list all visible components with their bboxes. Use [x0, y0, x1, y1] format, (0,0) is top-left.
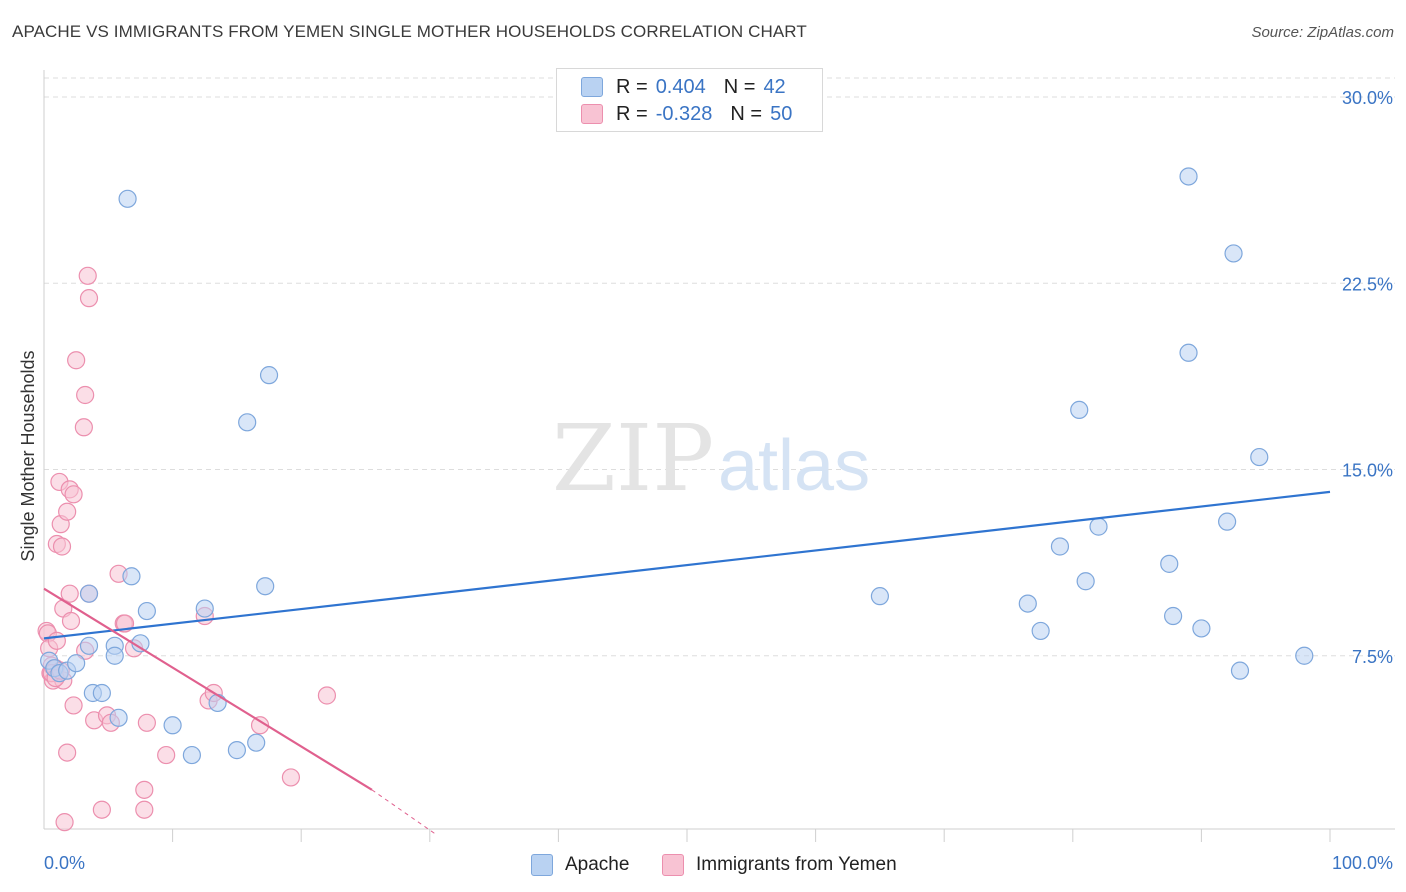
yemen-r-label: R =: [616, 102, 648, 125]
apache-point-18: [195, 599, 214, 618]
yemen-trend-extension: [371, 789, 437, 835]
apache-point-41: [1295, 646, 1314, 665]
apache-point-6: [79, 636, 99, 655]
yemen-point-26: [78, 266, 97, 285]
x-tick-label-0: 0.0%: [44, 853, 85, 873]
apache-swatch: [581, 77, 603, 97]
yemen-point-27: [79, 289, 99, 308]
x-tick-label-1: 100.0%: [1332, 853, 1393, 873]
apache-point-11: [109, 708, 128, 727]
apache-point-34: [1179, 343, 1198, 362]
yemen-point-15: [58, 502, 77, 521]
apache-point-31: [1089, 517, 1108, 536]
apache-point-35: [1179, 167, 1198, 186]
apache-point-37: [1218, 512, 1237, 531]
yemen-points: [37, 266, 337, 832]
apache-point-24: [259, 366, 279, 385]
apache-point-15: [137, 601, 156, 621]
legend-row-yemen: R = -0.328 N = 50: [581, 102, 792, 126]
watermark: ZIP atlas: [552, 405, 870, 512]
yemen-point-23: [74, 418, 93, 437]
apache-n-label: N =: [723, 75, 756, 98]
yemen-trend-line: [43, 587, 373, 791]
yemen-swatch: [581, 104, 603, 124]
apache-point-19: [208, 693, 227, 713]
legend-row-apache: R = 0.404 N = 42: [581, 75, 786, 99]
y-axis-label: Single Mother Households: [18, 350, 38, 561]
apache-point-36: [1192, 619, 1211, 638]
apache-point-17: [182, 745, 201, 765]
apache-n-value: 42: [763, 75, 786, 98]
y-tick-label-0: 7.5%: [1352, 647, 1393, 667]
yemen-point-39: [137, 713, 156, 732]
y-tick-labels: 7.5% 15.0% 22.5% 30.0%: [1342, 88, 1393, 667]
bottom-apache-label: Apache: [565, 854, 630, 875]
apache-point-13: [122, 567, 141, 586]
bottom-yemen-swatch: [662, 854, 684, 876]
bottom-legend-apache: Apache: [531, 852, 629, 878]
apache-point-20: [227, 741, 246, 760]
apache-point-40: [1250, 447, 1269, 467]
apache-point-12: [118, 189, 137, 208]
apache-r-value: 0.404: [655, 75, 706, 98]
yemen-point-37: [135, 780, 154, 799]
gridlines: [44, 77, 1395, 657]
y-tick-label-3: 30.0%: [1342, 88, 1393, 108]
yemen-point-11: [52, 537, 72, 556]
apache-point-5: [79, 584, 99, 603]
apache-point-16: [163, 716, 182, 735]
yemen-point-45: [281, 768, 301, 787]
bottom-apache-swatch: [531, 854, 553, 876]
axes: [43, 70, 1395, 842]
yemen-point-46: [317, 686, 337, 705]
yemen-point-19: [61, 611, 81, 631]
apache-point-39: [1230, 661, 1250, 680]
apache-point-27: [1031, 621, 1050, 641]
bottom-yemen-label: Immigrants from Yemen: [696, 854, 897, 875]
chart-title: APACHE VS IMMIGRANTS FROM YEMEN SINGLE M…: [12, 22, 807, 41]
yemen-point-24: [76, 385, 95, 405]
y-tick-label-2: 22.5%: [1342, 274, 1393, 294]
apache-point-30: [1076, 572, 1095, 591]
yemen-point-22: [67, 351, 86, 370]
yemen-point-8: [47, 631, 66, 650]
yemen-r-value: -0.328: [655, 102, 713, 125]
yemen-point-30: [92, 800, 111, 819]
apache-point-26: [1018, 594, 1037, 613]
apache-point-33: [1164, 606, 1183, 626]
yemen-point-21: [64, 696, 83, 715]
apache-point-38: [1224, 244, 1243, 263]
apache-point-8: [92, 683, 111, 703]
apache-point-28: [1050, 537, 1070, 556]
source-note: Source: ZipAtlas.com: [1251, 24, 1394, 41]
yemen-point-20: [64, 485, 83, 504]
apache-point-25: [870, 587, 890, 606]
yemen-point-14: [55, 813, 74, 832]
bottom-legend-yemen: Immigrants from Yemen: [662, 852, 897, 878]
watermark-atlas: atlas: [718, 426, 870, 506]
apache-point-32: [1160, 554, 1179, 573]
yemen-n-label: N =: [730, 102, 763, 125]
watermark-zip: ZIP: [552, 405, 714, 512]
apache-trend-line: [43, 490, 1331, 640]
x-tick-labels: 0.0% 100.0%: [44, 853, 1393, 873]
yemen-point-18: [60, 584, 79, 603]
yemen-point-38: [135, 800, 154, 819]
trend-lines: [43, 490, 1331, 835]
yemen-n-value: 50: [770, 102, 793, 125]
y-tick-label-1: 15.0%: [1342, 461, 1393, 481]
apache-points: [40, 167, 1314, 765]
correlation-legend: R = 0.404 N = 42 R = -0.328 N = 50: [556, 68, 823, 132]
apache-point-22: [247, 733, 266, 752]
apache-point-10: [105, 646, 124, 665]
apache-r-label: R =: [616, 75, 648, 98]
apache-point-21: [238, 413, 257, 432]
yemen-point-40: [157, 745, 176, 765]
apache-point-23: [256, 577, 275, 596]
apache-point-29: [1070, 400, 1089, 419]
apache-point-4: [67, 654, 86, 673]
yemen-point-16: [58, 743, 77, 762]
